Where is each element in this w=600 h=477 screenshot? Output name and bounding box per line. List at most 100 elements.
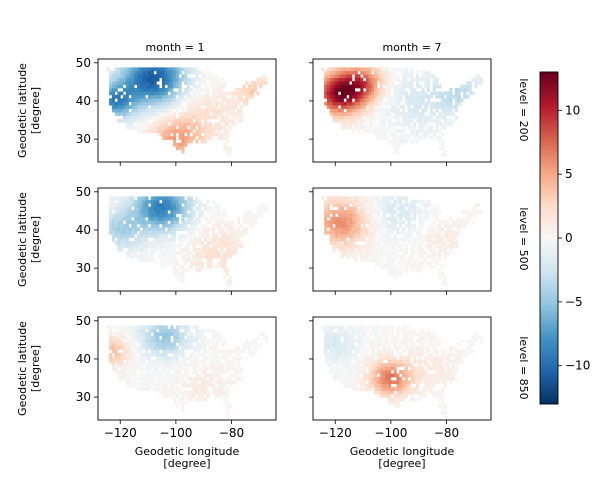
heatmap-cell: [125, 199, 129, 204]
heatmap-cell: [181, 77, 185, 82]
heatmap-cell: [153, 383, 157, 388]
heatmap-cell: [329, 216, 333, 221]
heatmap-cell: [332, 199, 336, 204]
heatmap-cell: [427, 366, 431, 371]
heatmap-cell: [438, 363, 442, 367]
heatmap-cell: [363, 387, 367, 391]
heatmap-cell: [120, 196, 124, 201]
heatmap-cell: [427, 98, 431, 103]
heatmap-cell: [338, 74, 342, 79]
heatmap-cell: [346, 74, 350, 79]
heatmap-cell: [178, 87, 182, 92]
heatmap-cell: [164, 132, 168, 137]
heatmap-cell: [438, 244, 442, 249]
x-tick-label: −100: [159, 426, 192, 440]
heatmap-cell: [239, 349, 243, 354]
heatmap-cell: [111, 203, 116, 208]
heatmap-cell: [393, 234, 397, 238]
heatmap-cell: [142, 213, 146, 218]
heatmap-cell: [178, 359, 182, 364]
heatmap-cell: [418, 210, 422, 214]
heatmap-cell: [449, 247, 453, 252]
heatmap-cell: [379, 234, 383, 238]
heatmap-cell: [114, 230, 118, 235]
heatmap-cell: [388, 247, 392, 252]
heatmap-cell: [128, 118, 132, 123]
heatmap-cell: [393, 149, 397, 154]
heatmap-cell: [449, 91, 453, 96]
heatmap-cell: [335, 112, 339, 116]
heatmap-cell: [128, 339, 132, 343]
heatmap-cell: [368, 77, 372, 82]
heatmap-cell: [223, 146, 227, 151]
heatmap-cell: [195, 380, 199, 385]
heatmap-cell: [351, 251, 356, 256]
heatmap-cell: [139, 241, 143, 245]
heatmap-cell: [161, 70, 166, 75]
heatmap-cell: [415, 81, 420, 85]
heatmap-cell: [109, 328, 113, 333]
heatmap-cell: [114, 366, 118, 371]
heatmap-cell: [200, 87, 205, 92]
heatmap-cell: [379, 261, 383, 266]
heatmap-cell: [368, 251, 372, 256]
heatmap-cell: [399, 98, 403, 103]
heatmap-cell: [212, 332, 216, 337]
heatmap-cell: [326, 87, 331, 92]
heatmap-cell: [256, 335, 260, 340]
heatmap-cell: [189, 234, 193, 238]
heatmap-cell: [379, 244, 383, 249]
heatmap-cell: [184, 139, 188, 144]
heatmap-cell: [354, 210, 358, 214]
heatmap-cell: [443, 234, 447, 238]
heatmap-cell: [349, 220, 353, 225]
heatmap-cell: [410, 87, 414, 92]
heatmap-cell: [189, 363, 193, 367]
heatmap-cell: [376, 332, 381, 337]
heatmap-cell: [376, 125, 381, 130]
heatmap-cell: [410, 118, 414, 123]
heatmap-cell: [225, 376, 230, 381]
heatmap-cell: [415, 265, 420, 269]
heatmap-cell: [184, 345, 188, 350]
heatmap-cell: [354, 387, 358, 391]
heatmap-cell: [371, 220, 375, 225]
heatmap-cell: [192, 125, 196, 130]
heatmap-cell: [379, 223, 383, 228]
heatmap-cell: [421, 203, 425, 208]
heatmap-cell: [332, 237, 336, 242]
heatmap-cell: [128, 325, 132, 330]
heatmap-cell: [156, 91, 160, 96]
heatmap-cell: [443, 404, 447, 409]
heatmap-cell: [184, 227, 188, 232]
heatmap-cell: [148, 81, 152, 85]
heatmap-cell: [382, 87, 386, 92]
heatmap-cell: [349, 115, 353, 120]
heatmap-cell: [212, 81, 216, 85]
heatmap-cell: [131, 363, 135, 367]
heatmap-cell: [338, 237, 342, 242]
heatmap-cell: [324, 223, 328, 228]
heatmap-cell: [390, 356, 395, 361]
heatmap-cell: [349, 105, 353, 109]
heatmap-cell: [161, 223, 166, 228]
heatmap-cell: [200, 251, 205, 256]
heatmap-cell: [134, 339, 138, 343]
heatmap-cell: [200, 77, 205, 82]
heatmap-cell: [410, 74, 414, 79]
heatmap-cell: [338, 77, 342, 82]
heatmap-cell: [167, 394, 171, 398]
heatmap-cell: [120, 356, 124, 361]
heatmap-cell: [399, 81, 403, 85]
heatmap-cell: [175, 352, 180, 357]
heatmap-cell: [427, 118, 431, 123]
heatmap-cell: [128, 363, 132, 367]
heatmap-cell: [379, 101, 383, 106]
heatmap-cell: [150, 108, 154, 113]
heatmap-cell: [435, 356, 439, 361]
heatmap-cell: [220, 237, 224, 242]
heatmap-cell: [388, 216, 392, 221]
heatmap-cell: [111, 223, 116, 228]
heatmap-cell: [443, 251, 447, 256]
heatmap-cell: [120, 328, 124, 333]
